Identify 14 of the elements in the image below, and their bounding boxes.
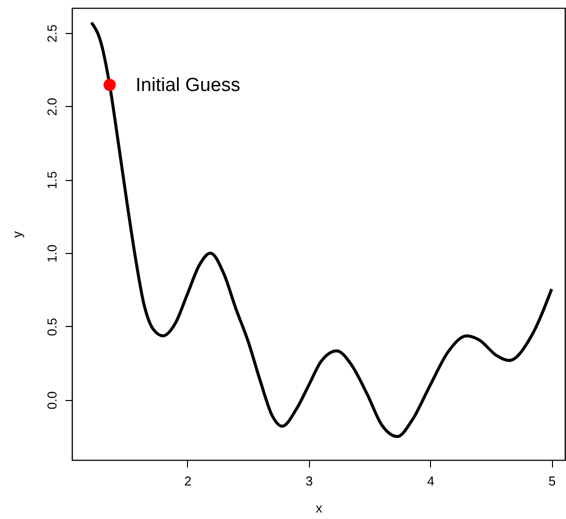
x-tick-label: 5 [548, 474, 556, 488]
y-tick-label: 0.5 [44, 318, 60, 336]
y-tick-label: 0.0 [44, 391, 60, 410]
line-series [90, 21, 554, 438]
y-tick-label: 2.5 [44, 24, 60, 42]
y-tick-label: 2.0 [44, 98, 60, 116]
y-tick-label: 1.0 [44, 244, 60, 263]
y-axis-title: y [10, 230, 24, 238]
x-tick-label: 3 [306, 474, 313, 488]
x-tick-label: 4 [427, 474, 434, 488]
x-tick-label: 2 [184, 474, 192, 488]
y-tick-label: 1.5 [44, 171, 60, 190]
annotation: Initial Guess [136, 74, 240, 96]
x-axis-title: x [316, 500, 323, 516]
